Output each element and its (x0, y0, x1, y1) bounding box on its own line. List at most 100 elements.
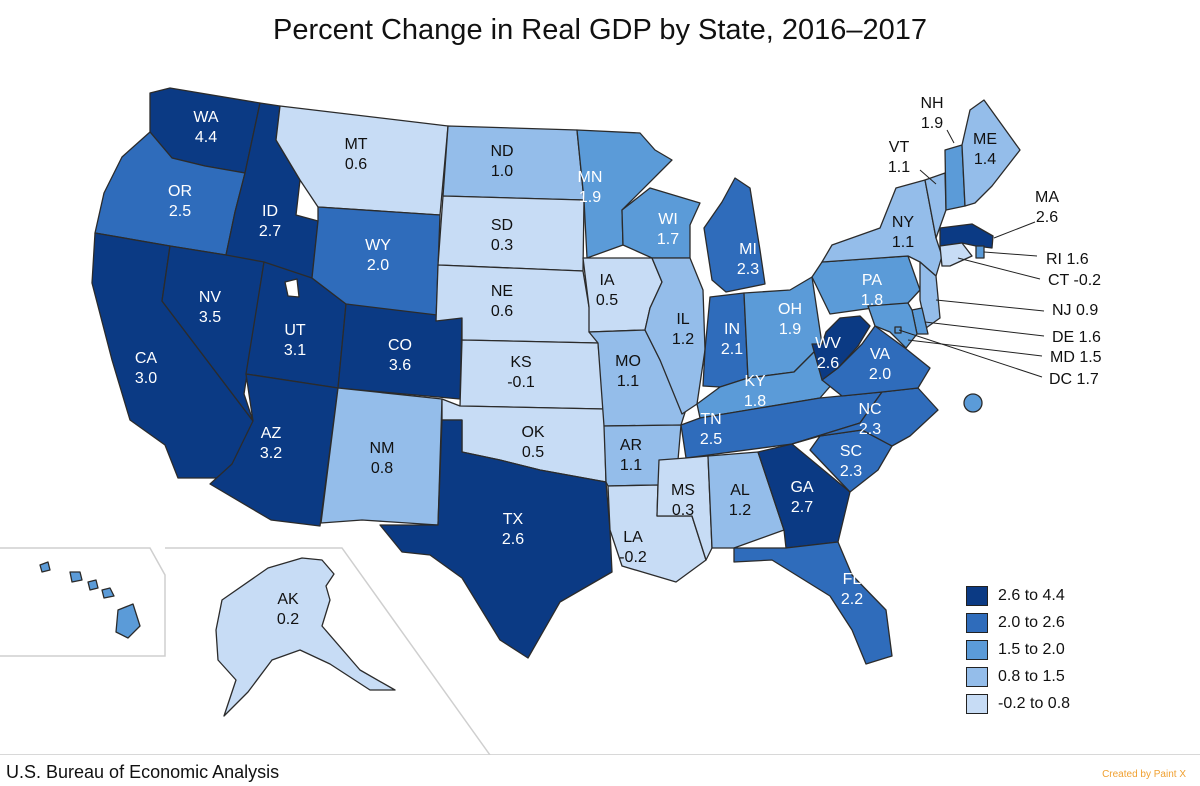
state-label-wi: WI 1.7 (656, 211, 680, 248)
state-ak (215, 557, 396, 717)
state-hi (115, 603, 141, 639)
state-mi (703, 177, 766, 293)
state-ms (656, 455, 713, 561)
state-nc (791, 387, 939, 447)
state-label-ar: AR 1.1 (619, 437, 643, 474)
credit-note: Created by Paint X (1102, 769, 1186, 780)
state-label-nv: NV 3.5 (198, 289, 222, 326)
state-label-wy: WY 2.0 (365, 237, 391, 274)
state-label-pa: PA 1.8 (860, 272, 884, 309)
state-label-ct: CT -0.2 (1048, 272, 1102, 289)
legend-item: 2.6 to 4.4 (966, 582, 1070, 609)
us-state-map (0, 87, 1045, 755)
state-label-ri: RI 1.6 (1046, 251, 1089, 268)
state-va (821, 325, 931, 397)
state-label-ga: GA 2.7 (790, 479, 814, 516)
state-label-nj: NJ 0.9 (1052, 302, 1099, 319)
delmarva-marker (963, 393, 983, 413)
state-label-al: AL 1.2 (728, 482, 752, 519)
state-label-tn: TN 2.5 (699, 411, 723, 448)
state-label-mi: MI 2.3 (736, 241, 760, 278)
state-label-nc: NC 2.3 (858, 401, 882, 438)
state-label-ky: KY 1.8 (743, 373, 767, 410)
hawaii-island (69, 571, 83, 583)
legend-label: 2.0 to 2.6 (998, 613, 1065, 631)
state-label-nm: NM 0.8 (369, 440, 395, 477)
state-label-ak: AK 0.2 (276, 591, 300, 628)
state-label-ks: KS -0.1 (507, 354, 535, 391)
hawaii-island (87, 579, 99, 591)
state-label-il: IL 1.2 (671, 311, 695, 348)
state-label-co: CO 3.6 (388, 337, 412, 374)
leader-line (957, 257, 1041, 280)
state-md (867, 302, 918, 349)
state-wi (621, 187, 701, 259)
leader-line (983, 251, 1038, 257)
alaska-inset-border (165, 547, 491, 755)
map-title: Percent Change in Real GDP by State, 201… (272, 14, 927, 46)
state-label-hi: HI 1.7 (60, 600, 84, 637)
legend: 2.6 to 4.4 2.0 to 2.6 1.5 to 2.0 0.8 to … (966, 582, 1070, 717)
state-dc (894, 326, 902, 334)
legend-label: 2.6 to 4.4 (998, 586, 1065, 604)
leader-line (993, 221, 1036, 239)
state-label-or: OR 2.5 (168, 183, 192, 220)
state-label-fl: FL 2.2 (840, 571, 864, 608)
legend-label: 0.8 to 1.5 (998, 667, 1065, 685)
state-label-ut: UT 3.1 (283, 322, 307, 359)
legend-label: 1.5 to 2.0 (998, 640, 1065, 658)
state-label-dc: DC 1.7 (1049, 371, 1099, 388)
great-salt-lake (284, 278, 300, 298)
state-label-md: MD 1.5 (1050, 349, 1102, 366)
state-label-ne: NE 0.6 (490, 283, 514, 320)
source-note: U.S. Bureau of Economic Analysis (6, 762, 280, 782)
state-label-mo: MO 1.1 (615, 353, 641, 390)
state-label-nh: NH 1.9 (920, 95, 944, 132)
state-label-in: IN 2.1 (720, 321, 744, 358)
state-label-la: LA -0.2 (619, 529, 647, 566)
leader-line (946, 129, 955, 144)
state-tx (379, 419, 613, 659)
state-label-id: ID 2.7 (258, 203, 282, 240)
state-nv (161, 245, 265, 422)
state-label-az: AZ 3.2 (259, 425, 283, 462)
state-al (707, 451, 785, 549)
state-label-sd: SD 0.3 (490, 217, 514, 254)
state-label-de: DE 1.6 (1052, 329, 1101, 346)
state-label-oh: OH 1.9 (778, 301, 802, 338)
state-label-ma: MA 2.6 (1035, 189, 1059, 226)
legend-swatch (966, 666, 988, 687)
state-label-ok: OK 0.5 (521, 424, 545, 461)
state-label-wa: WA 4.4 (193, 109, 219, 146)
state-label-mn: MN 1.9 (577, 169, 603, 206)
legend-swatch (966, 585, 988, 606)
state-il (644, 257, 706, 415)
legend-swatch (966, 639, 988, 660)
state-label-tx: TX 2.6 (501, 511, 525, 548)
state-label-ca: CA 3.0 (134, 350, 158, 387)
legend-item: 0.8 to 1.5 (966, 663, 1070, 690)
state-label-mt: MT 0.6 (344, 136, 368, 173)
state-me (961, 99, 1021, 207)
state-label-ms: MS 0.3 (671, 482, 695, 519)
state-label-sc: SC 2.3 (839, 443, 863, 480)
state-label-vt: VT 1.1 (887, 139, 911, 176)
state-fl (733, 541, 893, 665)
leader-line (924, 321, 1045, 337)
legend-item: -0.2 to 0.8 (966, 690, 1070, 717)
leader-line (935, 299, 1045, 312)
state-nm (320, 387, 443, 526)
map-frame (0, 754, 1200, 755)
state-label-ny: NY 1.1 (891, 214, 915, 251)
state-label-me: ME 1.4 (973, 131, 997, 168)
legend-swatch (966, 693, 988, 714)
state-label-nd: ND 1.0 (490, 143, 514, 180)
leader-line (919, 169, 937, 185)
legend-swatch (966, 612, 988, 633)
legend-item: 1.5 to 2.0 (966, 636, 1070, 663)
state-wv (811, 315, 871, 381)
hawaii-island (39, 561, 51, 573)
state-label-wv: WV 2.6 (815, 335, 841, 372)
legend-item: 2.0 to 2.6 (966, 609, 1070, 636)
hawaii-inset-border (0, 547, 166, 657)
